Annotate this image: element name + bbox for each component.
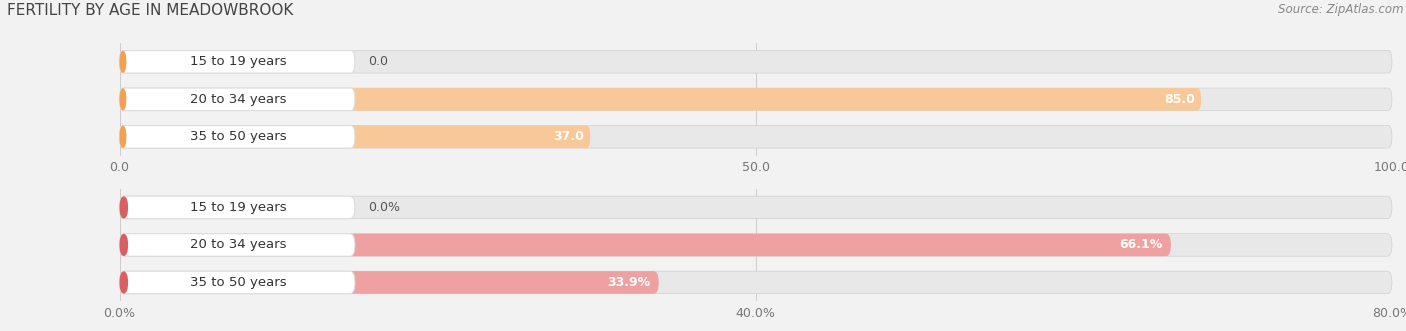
FancyBboxPatch shape bbox=[120, 271, 1392, 294]
FancyBboxPatch shape bbox=[120, 88, 1201, 111]
FancyBboxPatch shape bbox=[120, 271, 128, 294]
FancyBboxPatch shape bbox=[120, 196, 1392, 219]
FancyBboxPatch shape bbox=[120, 234, 128, 256]
Text: 33.9%: 33.9% bbox=[607, 276, 651, 289]
FancyBboxPatch shape bbox=[120, 51, 354, 73]
FancyBboxPatch shape bbox=[120, 125, 127, 148]
FancyBboxPatch shape bbox=[120, 234, 1392, 256]
Text: 15 to 19 years: 15 to 19 years bbox=[190, 55, 287, 68]
FancyBboxPatch shape bbox=[120, 271, 658, 294]
FancyBboxPatch shape bbox=[120, 88, 354, 111]
FancyBboxPatch shape bbox=[120, 88, 1392, 111]
Text: 85.0: 85.0 bbox=[1164, 93, 1195, 106]
FancyBboxPatch shape bbox=[120, 196, 128, 219]
FancyBboxPatch shape bbox=[120, 125, 354, 148]
Text: 37.0: 37.0 bbox=[553, 130, 583, 143]
FancyBboxPatch shape bbox=[120, 51, 1392, 73]
Text: 35 to 50 years: 35 to 50 years bbox=[190, 130, 287, 143]
FancyBboxPatch shape bbox=[120, 234, 1171, 256]
Text: 0.0%: 0.0% bbox=[367, 201, 399, 214]
Text: 20 to 34 years: 20 to 34 years bbox=[190, 93, 287, 106]
FancyBboxPatch shape bbox=[120, 196, 354, 219]
Text: 20 to 34 years: 20 to 34 years bbox=[190, 238, 287, 252]
Text: 15 to 19 years: 15 to 19 years bbox=[190, 201, 287, 214]
Text: 0.0: 0.0 bbox=[367, 55, 388, 68]
FancyBboxPatch shape bbox=[120, 271, 354, 294]
Text: Source: ZipAtlas.com: Source: ZipAtlas.com bbox=[1278, 3, 1403, 16]
Text: 35 to 50 years: 35 to 50 years bbox=[190, 276, 287, 289]
FancyBboxPatch shape bbox=[120, 88, 127, 111]
Text: FERTILITY BY AGE IN MEADOWBROOK: FERTILITY BY AGE IN MEADOWBROOK bbox=[7, 3, 294, 18]
FancyBboxPatch shape bbox=[120, 125, 1392, 148]
FancyBboxPatch shape bbox=[120, 125, 591, 148]
FancyBboxPatch shape bbox=[120, 51, 127, 73]
Text: 66.1%: 66.1% bbox=[1119, 238, 1163, 252]
FancyBboxPatch shape bbox=[120, 234, 354, 256]
